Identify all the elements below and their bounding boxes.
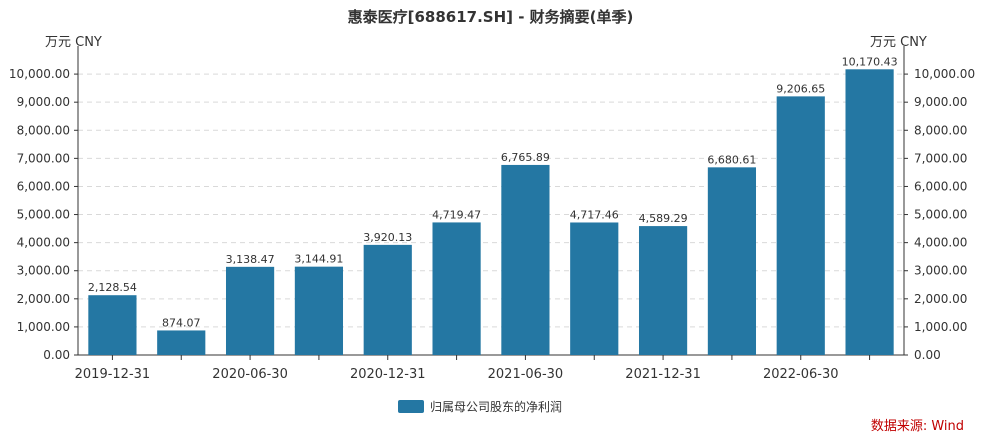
bar (638, 226, 688, 355)
bar (570, 222, 619, 355)
y-tick-label-right: 8,000.00 (914, 123, 967, 137)
y-tick-label-right: 0.00 (914, 348, 941, 362)
bar (501, 164, 550, 355)
bar (225, 266, 275, 355)
data-label: 9,206.65 (776, 82, 825, 95)
y-tick-label-right: 1,000.00 (914, 320, 967, 334)
bar (707, 167, 757, 355)
y-tick-label-right: 7,000.00 (914, 151, 967, 165)
x-tick-label: 2019-12-31 (75, 367, 151, 382)
y-tick-label-left: 1,000.00 (17, 320, 70, 334)
data-label: 4,589.29 (639, 212, 688, 225)
y-tick-label-left: 10,000.00 (9, 67, 70, 81)
data-label: 10,170.43 (842, 55, 898, 68)
data-label: 4,717.46 (570, 208, 619, 221)
data-label: 6,680.61 (707, 153, 756, 166)
y-tick-label-right: 6,000.00 (914, 179, 967, 193)
x-tick-label: 2022-06-30 (763, 367, 839, 382)
data-label: 3,144.91 (294, 253, 343, 266)
y-tick-label-left: 6,000.00 (17, 179, 70, 193)
data-label: 3,920.13 (363, 231, 412, 244)
left-axis-unit: 万元 CNY (45, 35, 102, 50)
chart-title: 惠泰医疗[688617.SH] - 财务摘要(单季) (347, 8, 634, 26)
y-tick-label-left: 8,000.00 (17, 123, 70, 137)
right-axis-unit: 万元 CNY (870, 35, 927, 50)
bar (776, 96, 825, 355)
legend-swatch (398, 400, 424, 413)
y-tick-label-left: 5,000.00 (17, 208, 70, 222)
bar (432, 222, 481, 355)
y-tick-label-left: 0.00 (43, 348, 70, 362)
y-tick-label-right: 4,000.00 (914, 236, 967, 250)
y-tick-label-left: 3,000.00 (17, 264, 70, 278)
bar (363, 244, 412, 355)
y-tick-label-left: 7,000.00 (17, 151, 70, 165)
y-tick-label-right: 2,000.00 (914, 292, 967, 306)
y-tick-label-right: 9,000.00 (914, 95, 967, 109)
x-tick-label: 2020-12-31 (350, 367, 426, 382)
y-tick-label-left: 4,000.00 (17, 236, 70, 250)
legend[interactable]: 归属母公司股东的净利润 (398, 398, 562, 415)
x-tick-label: 2020-06-30 (212, 367, 288, 382)
y-tick-label-right: 3,000.00 (914, 264, 967, 278)
bar (845, 69, 894, 355)
data-label: 4,719.47 (432, 208, 481, 221)
data-label: 3,138.47 (226, 253, 275, 266)
data-label: 874.07 (162, 316, 201, 329)
x-tick-label: 2021-12-31 (625, 367, 701, 382)
bar (294, 266, 344, 355)
bar (157, 330, 206, 355)
data-label: 2,128.54 (88, 281, 137, 294)
legend-label: 归属母公司股东的净利润 (430, 400, 563, 414)
y-tick-label-left: 9,000.00 (17, 95, 70, 109)
x-tick-label: 2021-06-30 (488, 367, 564, 382)
data-label: 6,765.89 (501, 151, 550, 164)
y-tick-label-right: 10,000.00 (914, 67, 975, 81)
bar (88, 295, 137, 355)
data-source: 数据来源: Wind (870, 419, 964, 434)
y-tick-label-right: 5,000.00 (914, 208, 967, 222)
y-tick-label-left: 2,000.00 (17, 292, 70, 306)
